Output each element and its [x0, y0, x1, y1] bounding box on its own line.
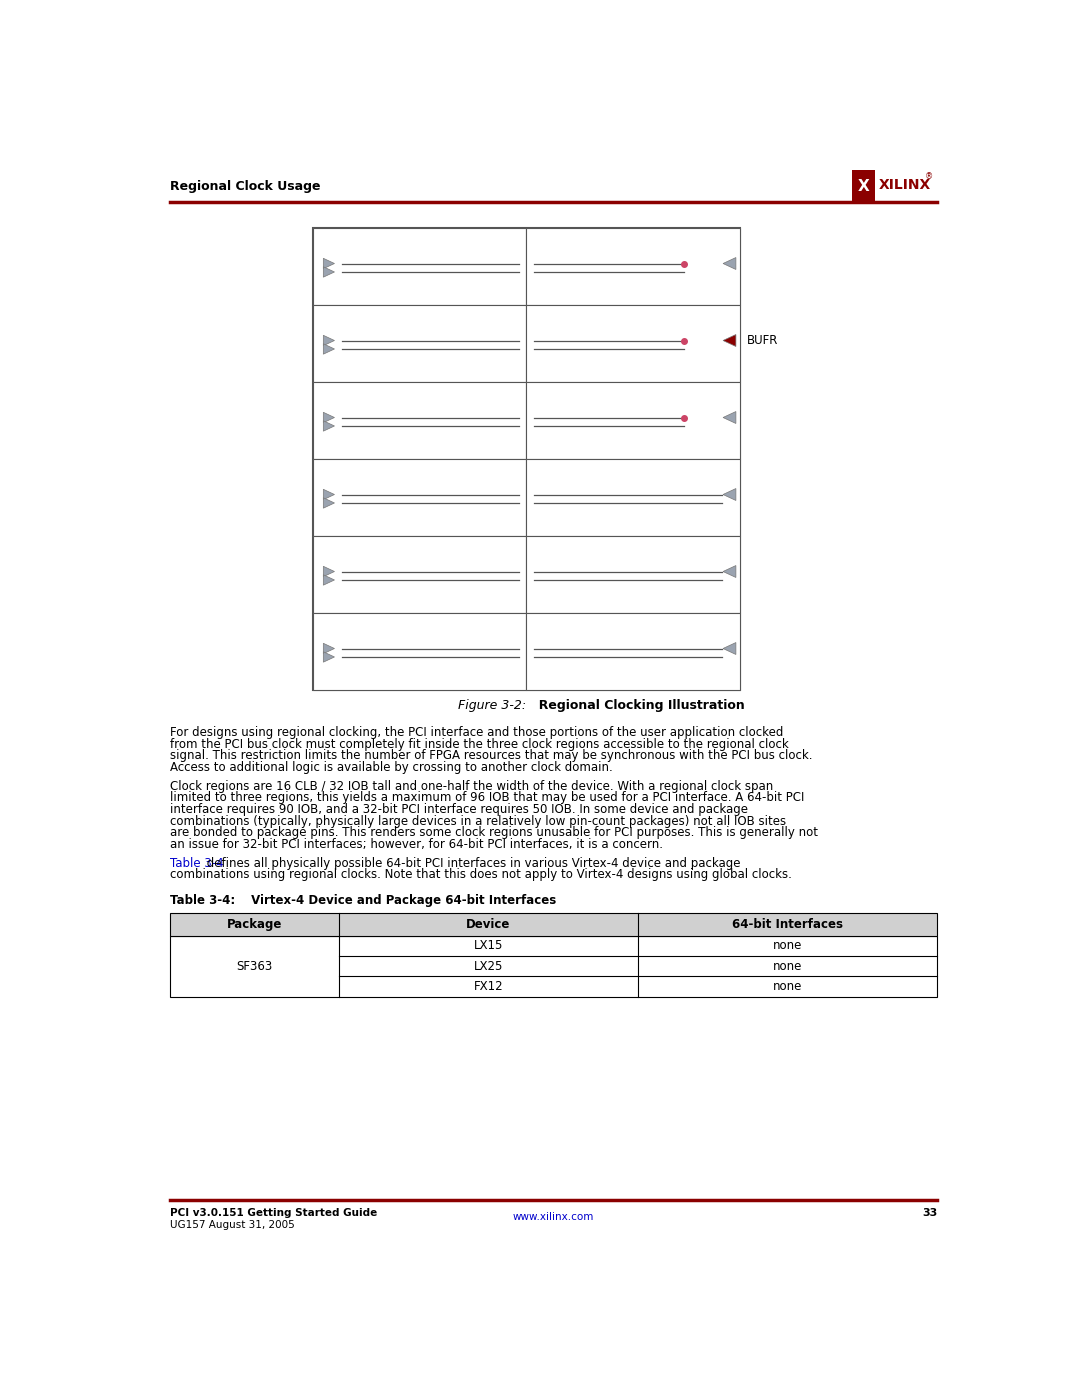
Bar: [526, 383, 740, 460]
Bar: [313, 383, 526, 460]
Text: 64-bit Interfaces: 64-bit Interfaces: [732, 918, 843, 930]
Text: signal. This restriction limits the number of FPGA resources that may be synchro: signal. This restriction limits the numb…: [170, 749, 812, 763]
Polygon shape: [323, 258, 335, 268]
Text: Table 3-4:  Virtex-4 Device and Package 64-bit Interfaces: Table 3-4: Virtex-4 Device and Package 6…: [170, 894, 556, 907]
Text: www.xilinx.com: www.xilinx.com: [513, 1211, 594, 1222]
Text: none: none: [773, 939, 802, 953]
Bar: [526, 460, 740, 536]
Polygon shape: [323, 566, 335, 577]
Bar: [526, 536, 740, 613]
Text: ®: ®: [924, 172, 933, 182]
Bar: [313, 536, 526, 613]
Text: none: none: [773, 981, 802, 993]
Text: defines all physically possible 64-bit PCI interfaces in various Virtex-4 device: defines all physically possible 64-bit P…: [203, 856, 741, 870]
Polygon shape: [323, 335, 335, 345]
Text: FX12: FX12: [473, 981, 503, 993]
Text: from the PCI bus clock must completely fit inside the three clock regions access: from the PCI bus clock must completely f…: [170, 738, 788, 750]
Text: SF363: SF363: [237, 960, 272, 972]
Polygon shape: [323, 412, 335, 423]
Bar: [313, 613, 526, 690]
Text: Package: Package: [227, 918, 282, 930]
Text: Regional Clock Usage: Regional Clock Usage: [170, 180, 321, 193]
Text: Access to additional logic is available by crossing to another clock domain.: Access to additional logic is available …: [170, 761, 612, 774]
Text: UG157 August 31, 2005: UG157 August 31, 2005: [170, 1220, 295, 1231]
Text: X: X: [858, 179, 869, 194]
Bar: [313, 460, 526, 536]
Text: Device: Device: [467, 918, 511, 930]
FancyBboxPatch shape: [852, 170, 875, 204]
Text: interface requires 90 IOB, and a 32-bit PCI interface requires 50 IOB. In some d: interface requires 90 IOB, and a 32-bit …: [170, 803, 747, 816]
Text: For designs using regional clocking, the PCI interface and those portions of the: For designs using regional clocking, the…: [170, 726, 783, 739]
Text: Table 3-4: Table 3-4: [170, 856, 224, 870]
Text: LX15: LX15: [474, 939, 503, 953]
Text: BUFR: BUFR: [747, 334, 779, 346]
Text: are bonded to package pins. This renders some clock regions unusable for PCI pur: are bonded to package pins. This renders…: [170, 827, 818, 840]
Bar: [313, 229, 740, 690]
Text: XILINX: XILINX: [879, 179, 931, 193]
Bar: [170, 912, 937, 936]
Bar: [526, 613, 740, 690]
Text: none: none: [773, 960, 802, 972]
Polygon shape: [323, 420, 335, 432]
Polygon shape: [323, 574, 335, 585]
Bar: [170, 936, 937, 997]
Polygon shape: [323, 267, 335, 277]
Text: combinations using regional clocks. Note that this does not apply to Virtex-4 de: combinations using regional clocks. Note…: [170, 869, 792, 882]
Text: LX25: LX25: [474, 960, 503, 972]
Polygon shape: [323, 344, 335, 355]
Polygon shape: [724, 334, 735, 346]
Text: Regional Clocking Illustration: Regional Clocking Illustration: [530, 700, 745, 712]
Polygon shape: [724, 257, 735, 270]
Bar: [313, 229, 526, 306]
Text: Figure 3-2:: Figure 3-2:: [458, 700, 526, 712]
Bar: [526, 306, 740, 383]
Text: combinations (typically, physically large devices in a relatively low pin-count : combinations (typically, physically larg…: [170, 814, 786, 828]
Bar: [313, 306, 526, 383]
Polygon shape: [724, 489, 735, 500]
Bar: [526, 229, 740, 306]
Text: PCI v3.0.151 Getting Started Guide: PCI v3.0.151 Getting Started Guide: [170, 1208, 377, 1218]
Polygon shape: [724, 643, 735, 654]
Polygon shape: [323, 643, 335, 654]
Text: Clock regions are 16 CLB / 32 IOB tall and one-half the width of the device. Wit: Clock regions are 16 CLB / 32 IOB tall a…: [170, 780, 773, 792]
Polygon shape: [323, 497, 335, 509]
Polygon shape: [323, 652, 335, 662]
Text: 33: 33: [922, 1208, 937, 1218]
Text: an issue for 32-bit PCI interfaces; however, for 64-bit PCI interfaces, it is a : an issue for 32-bit PCI interfaces; howe…: [170, 838, 663, 851]
Polygon shape: [724, 566, 735, 577]
Polygon shape: [724, 412, 735, 423]
Text: limited to three regions, this yields a maximum of 96 IOB that may be used for a: limited to three regions, this yields a …: [170, 791, 805, 805]
Polygon shape: [323, 489, 335, 500]
